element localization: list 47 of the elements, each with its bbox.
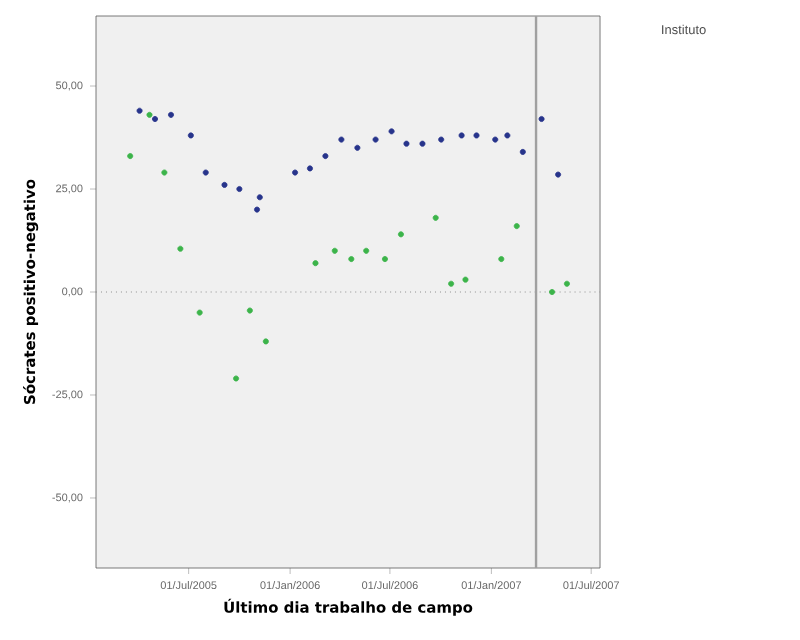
point: [187, 132, 194, 139]
point: [168, 111, 174, 118]
point: [403, 140, 410, 147]
point: [348, 256, 355, 263]
point: [381, 256, 388, 263]
point: [338, 136, 345, 143]
point: [312, 260, 319, 267]
point: [372, 136, 379, 143]
point: [254, 206, 261, 213]
point: [432, 214, 439, 221]
point: [462, 276, 469, 283]
point: [354, 144, 361, 151]
point: [473, 132, 480, 139]
point: [331, 247, 338, 254]
point: [498, 256, 505, 263]
point: [448, 280, 455, 287]
point: [152, 115, 158, 122]
point: [246, 307, 253, 314]
point: [492, 136, 499, 143]
point: [538, 115, 545, 122]
point: [438, 136, 445, 143]
point: [363, 247, 370, 254]
point: [127, 153, 134, 160]
point: [256, 194, 263, 201]
point: [233, 375, 240, 382]
point: [504, 132, 511, 139]
point: [555, 171, 562, 178]
point: [563, 280, 570, 287]
point: [519, 148, 526, 155]
point: [177, 245, 184, 252]
point: [322, 153, 329, 160]
point: [236, 186, 243, 192]
point: [549, 289, 556, 295]
point: [136, 107, 143, 114]
point: [202, 169, 209, 176]
point: [458, 132, 465, 139]
point: [397, 231, 404, 238]
point: [221, 181, 228, 188]
point: [146, 111, 153, 118]
point: [161, 169, 168, 176]
point: [513, 223, 520, 230]
point: [292, 169, 299, 176]
point: [196, 309, 203, 316]
point: [262, 338, 269, 345]
point: [388, 128, 395, 135]
point: [306, 165, 313, 172]
point: [419, 140, 426, 147]
